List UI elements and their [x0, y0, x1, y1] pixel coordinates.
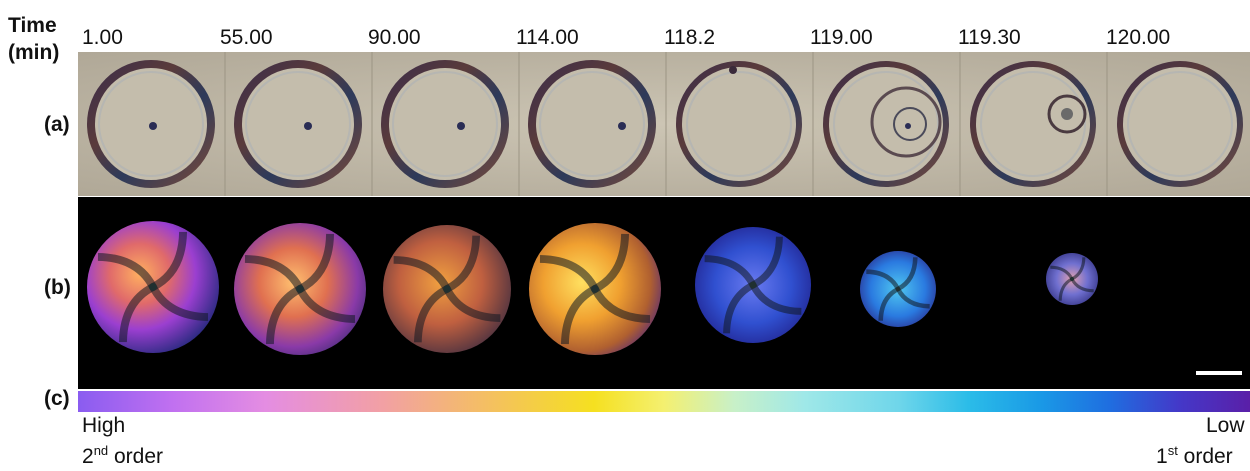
time-label-line2: (min)	[8, 41, 60, 64]
high-order-number: 2	[82, 445, 94, 468]
high-order-word: order	[108, 445, 164, 468]
droplet-b-6	[860, 251, 936, 327]
droplet-a-3	[371, 52, 509, 196]
scale-high-order: 2nd order	[82, 444, 163, 470]
droplet-a-1	[87, 60, 215, 188]
time-value-3: 90.00	[368, 26, 421, 49]
row-a-svg	[78, 52, 1250, 196]
droplet-b-1	[87, 221, 219, 353]
row-a-image-strip	[78, 52, 1250, 196]
high-order-suffix: nd	[93, 443, 109, 458]
time-value-6: 119.00	[810, 26, 873, 49]
scale-low-order: 1st order	[1156, 444, 1233, 470]
time-value-1: 1.00	[82, 26, 123, 49]
row-label-c: (c)	[44, 387, 70, 410]
row-b-svg	[78, 197, 1250, 389]
droplet-a-5	[665, 52, 802, 196]
row-b-image-strip	[78, 197, 1250, 389]
droplet-a-7	[959, 52, 1096, 196]
time-value-4: 114.00	[516, 26, 579, 49]
row-label-b: (b)	[44, 276, 71, 299]
droplet-b-4	[529, 223, 661, 355]
scale-bar	[1196, 371, 1242, 375]
time-value-7: 119.30	[958, 26, 1021, 49]
interference-color-bar	[78, 391, 1250, 412]
droplet-a-6	[812, 52, 949, 196]
droplet-b-7	[1046, 253, 1098, 305]
time-value-2: 55.00	[220, 26, 273, 49]
droplet-a-4	[518, 52, 656, 196]
scale-low-label: Low	[1206, 414, 1245, 437]
low-order-suffix: st	[1167, 443, 1178, 458]
time-label-line1: Time	[8, 14, 57, 37]
droplet-a-2	[224, 52, 362, 196]
time-axis-label: Time (min)	[8, 12, 59, 66]
low-order-number: 1	[1156, 445, 1168, 468]
time-value-8: 120.00	[1106, 26, 1171, 49]
scale-high-label: High	[82, 414, 126, 437]
row-label-a: (a)	[44, 113, 70, 136]
droplet-b-5	[695, 227, 811, 343]
time-value-5: 118.2	[664, 26, 715, 49]
droplet-b-3	[383, 225, 511, 353]
droplet-a-8	[1106, 52, 1243, 196]
low-order-word: order	[1177, 445, 1233, 468]
droplet-b-2	[234, 223, 366, 355]
